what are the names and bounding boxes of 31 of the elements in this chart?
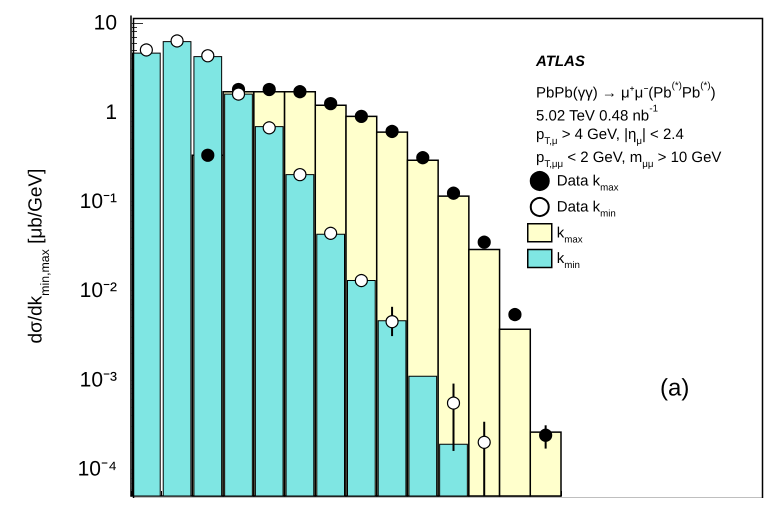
point xyxy=(293,168,307,182)
point xyxy=(232,87,246,101)
point xyxy=(478,436,491,449)
point xyxy=(354,274,368,288)
point xyxy=(385,315,399,328)
point xyxy=(416,151,430,164)
y-tick-label: 10⁻³ xyxy=(80,368,117,392)
annotation: ATLAS xyxy=(535,53,585,70)
y-tick-label: 10 xyxy=(94,12,117,35)
y-tick-label: 10⁻⁴ xyxy=(78,458,117,481)
point xyxy=(170,34,184,48)
point xyxy=(293,85,307,98)
annotation: PbPb(γγ) → μ⁺μ⁻(Pb(*)Pb(*)) xyxy=(536,80,716,102)
point xyxy=(446,186,460,200)
point xyxy=(508,308,522,322)
point xyxy=(324,97,338,110)
y-tick-label: 10⁻¹ xyxy=(80,190,117,213)
point xyxy=(201,148,214,162)
point xyxy=(201,49,214,62)
point xyxy=(262,82,276,96)
y-tick-label: 10⁻² xyxy=(80,279,117,302)
point xyxy=(478,236,491,249)
point xyxy=(324,226,338,240)
point xyxy=(262,121,276,134)
point xyxy=(385,124,399,138)
text: (a) xyxy=(660,374,690,402)
y-axis-title: dσ/dkmin,max [μb/GeV] xyxy=(25,168,52,344)
y-tick-label: 1 xyxy=(105,100,117,124)
point xyxy=(354,110,368,123)
point xyxy=(446,396,460,410)
point xyxy=(539,428,552,442)
